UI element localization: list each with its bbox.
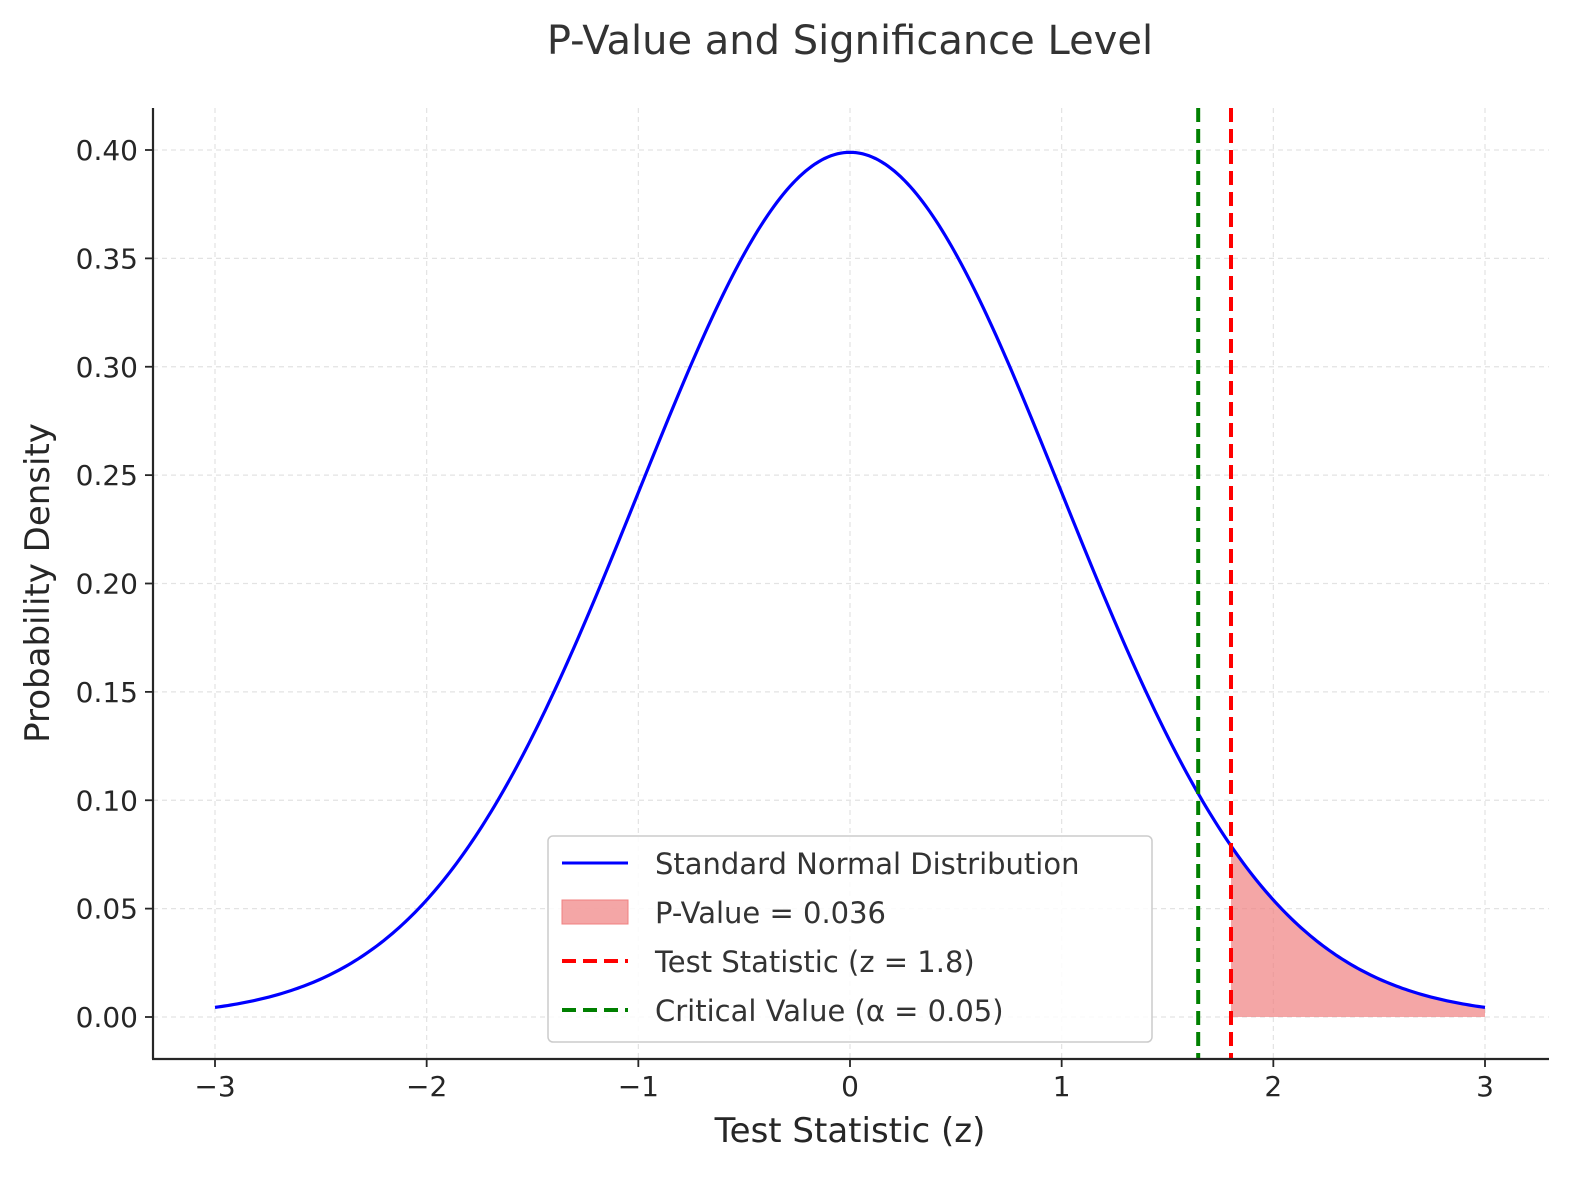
legend-swatch-pvalue [561,899,629,925]
x-tick-label-6: 3 [1476,1070,1494,1103]
x-tick-label-3: 0 [841,1070,859,1103]
x-tick-label-2: −1 [618,1070,659,1103]
legend-label-critical-value: Critical Value (α = 0.05) [655,994,1004,1028]
chart-title: P-Value and Significance Level [547,18,1153,64]
normal-curve-line [214,150,1486,1009]
reference-lines [1196,108,1233,1059]
legend-label-test-statistic: Test Statistic (z = 1.8) [654,945,975,979]
y-ticks: 0.00 0.05 0.10 0.15 0.20 0.25 0.30 0.35 0.40 [76,134,153,1034]
legend-box [547,835,1153,1043]
y-tick-label-0: 0.00 [76,1001,138,1034]
x-tick-label-4: 1 [1053,1070,1071,1103]
x-tick-label-1: −2 [406,1070,447,1103]
legend-label-pvalue: P-Value = 0.036 [655,896,886,930]
y-tick-label-1: 0.05 [76,893,138,926]
y-tick-label-5: 0.25 [76,459,138,492]
legend: Standard Normal Distribution P-Value = 0… [547,835,1153,1043]
x-tick-label-5: 2 [1264,1070,1282,1103]
p-value-area [1231,845,1485,1017]
y-axis-label: Probability Density [18,423,58,743]
series-lines [214,150,1486,1009]
y-tick-label-4: 0.20 [76,568,138,601]
y-tick-label-6: 0.30 [76,351,138,384]
y-tick-label-3: 0.15 [76,676,138,709]
y-tick-label-7: 0.35 [76,242,138,275]
x-tick-label-0: −3 [194,1070,235,1103]
x-ticks: −3 −2 −1 0 1 2 3 [194,1059,1494,1103]
legend-label-normal: Standard Normal Distribution [655,847,1079,881]
y-tick-label-2: 0.10 [76,784,138,817]
x-axis-label: Test Statistic (z) [714,1111,986,1151]
y-tick-label-8: 0.40 [76,134,138,167]
p-value-region [1231,845,1485,1017]
